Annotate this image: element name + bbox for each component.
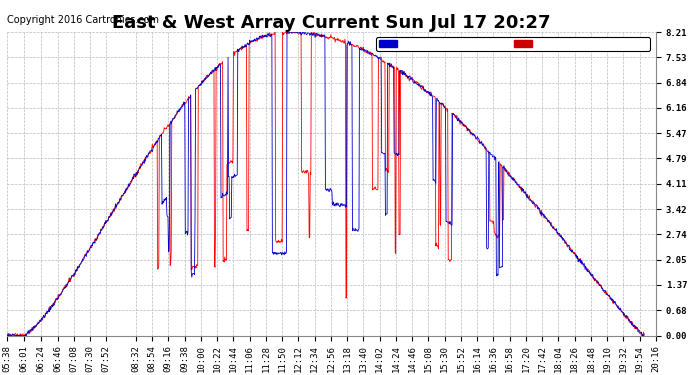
Text: Copyright 2016 Cartronics.com: Copyright 2016 Cartronics.com xyxy=(7,15,159,25)
Legend: East Array (DC Amps), West Array (DC Amps): East Array (DC Amps), West Array (DC Amp… xyxy=(376,37,650,51)
Title: East & West Array Current Sun Jul 17 20:27: East & West Array Current Sun Jul 17 20:… xyxy=(112,14,551,32)
